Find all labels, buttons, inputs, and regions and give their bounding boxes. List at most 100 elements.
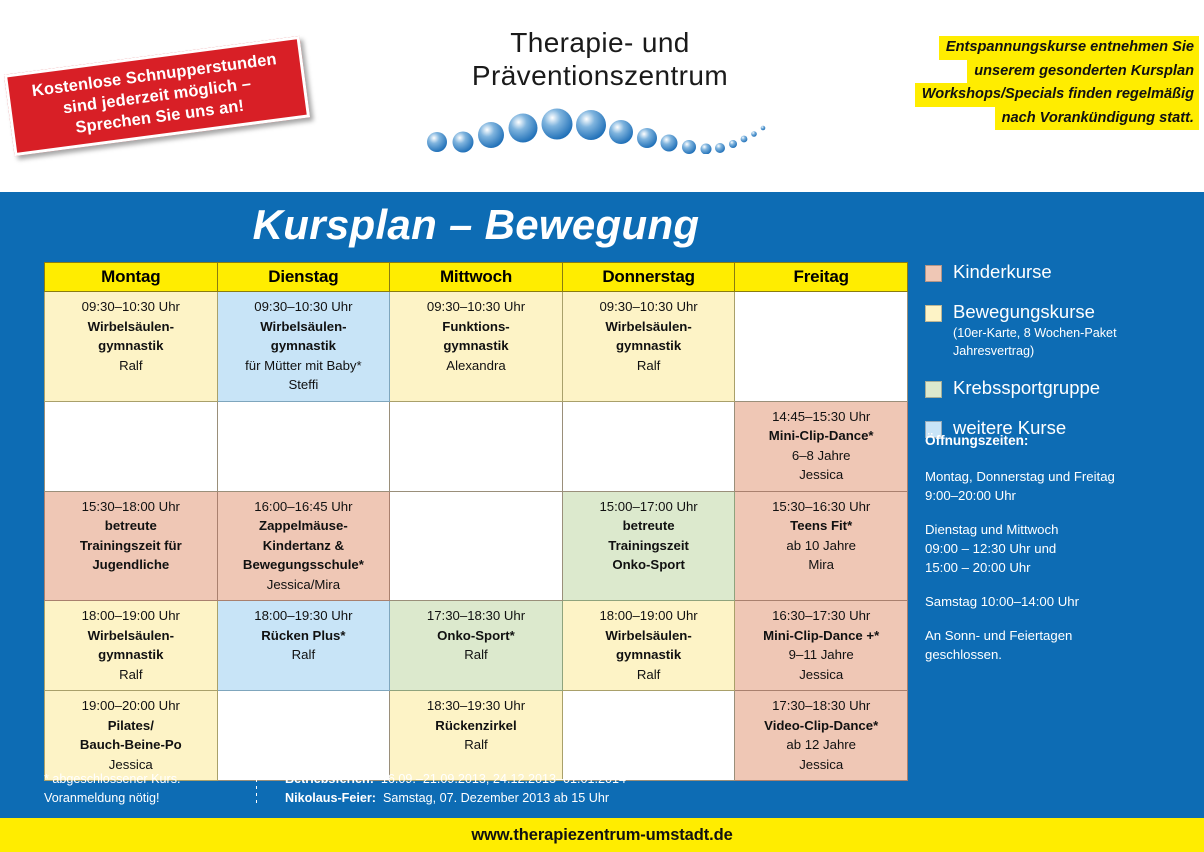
opening-hours-line: geschlossen. [925,647,1002,662]
course-time: 09:30–10:30 Uhr [81,299,180,314]
page-header: Kostenlose Schnupperstunden sind jederzei… [0,0,1204,192]
opening-hours-line: 15:00 – 20:00 Uhr [925,560,1031,575]
course-cell-mittwoch-1[interactable]: 09:30–10:30 Uhr Funktions-gymnastik Alexan… [389,291,563,402]
course-cell-dienstag-2 [216,400,391,492]
course-time: 15:30–18:00 Uhr [81,498,180,514]
course-trainer: Jessica [799,467,844,482]
course-cell-montag-5[interactable]: 19:00–20:00 Uhr Pilates/Bauch-Beine-Po Jes… [44,690,218,781]
promo-banner-text: Kostenlose Schnupperstunden sind jederzei… [31,49,284,144]
course-trainer: Jessica/Mira [266,576,341,592]
course-title: Pilates/ [107,717,154,733]
course-subtitle: 9–11 Jahre [788,647,854,662]
course-time: 19:00–20:00 Uhr [81,698,180,713]
legend-sublabel: Jahresvertrag) [953,344,1035,358]
course-subtitle: für Mütter mit Baby* [245,357,362,373]
course-title: Zappelmäuse- [259,518,348,533]
course-cell-dienstag-3[interactable]: 16:00–16:45 Uhr Zappelmäuse- Kindertanz & B… [216,490,391,601]
course-cell-donnerstag-4[interactable]: 18:00–19:00 Uhr Wirbelsäulen-gymnastik Ral… [561,600,736,691]
legend-swatch-icon [925,265,942,282]
course-title: Trainingszeit [608,537,689,553]
course-cell-dienstag-1[interactable]: 09:30–10:30 Uhr Wirbelsäulen-gymnastik für… [216,291,391,402]
opening-hours-line: 9:00–20:00 Uhr [925,488,1016,503]
course-cell-freitag-5[interactable]: 17:30–18:30 Uhr Video-Clip-Dance* ab 12 Ja… [734,690,908,781]
course-trainer: Ralf [636,666,661,682]
course-cell-donnerstag-3[interactable]: 15:00–17:00 Uhr betreute Trainingszeit Onko… [561,490,736,601]
footnote-asterisk: * abgeschlossener Kurs. Voranmeldung nöti… [44,770,244,808]
course-trainer: Jessica [108,756,153,772]
company-logo: Therapie- und Präventionszentrum [420,26,780,92]
day-header-donnerstag: Donnerstag [561,262,736,292]
logo-line-1: Therapie- und [510,27,690,58]
footnote-date-1: Betriebsferien: 16.09.–21.09.2013, 24.12… [285,772,626,786]
course-cell-montag-4[interactable]: 18:00–19:00 Uhr Wirbelsäulen-gymnastik Ral… [44,600,218,691]
promo-banner: Kostenlose Schnupperstunden sind jederzei… [3,35,311,157]
course-title: Wirbelsäulen- [87,627,174,643]
course-time: 18:30–19:30 Uhr [426,698,526,713]
course-cell-mittwoch-5[interactable]: 18:30–19:30 Uhr Rückenzirkel Ralf [389,690,563,781]
legend-swatch-icon [925,381,942,398]
course-trainer: Ralf [291,647,316,662]
course-time: 15:00–17:00 Uhr [599,498,698,514]
course-time: 14:45–15:30 Uhr [772,408,871,424]
legend: Kinderkurse Bewegungskurse (10er-Karte, 8 … [925,260,1193,456]
yellow-note-line-2: unserem gesonderten Kursplan [967,59,1199,83]
course-cell-freitag-2[interactable]: 14:45–15:30 Uhr Mini-Clip-Dance* 6–8 Jahre… [734,400,908,492]
legend-swatch-icon [925,305,942,322]
course-time: 18:00–19:00 Uhr [81,608,180,623]
course-cell-dienstag-4[interactable]: 18:00–19:30 Uhr Rücken Plus* Ralf [216,600,391,691]
course-title: betreute [104,518,157,533]
footnotes: * abgeschlossener Kurs. Voranmeldung nöti… [44,770,908,808]
legend-sublabel: (10er-Karte, 8 Wochen-Paket [953,326,1117,340]
footnote-divider [256,772,257,806]
course-cell-mittwoch-4[interactable]: 17:30–18:30 Uhr Onko-Sport* Ralf [389,600,563,691]
course-subtitle: ab 10 Jahre [786,537,857,553]
day-header-dienstag: Dienstag [216,262,391,292]
table-header-row: Montag Dienstag Mittwoch Donnerstag Freitag [44,262,908,292]
course-title: Bauch-Beine-Po [79,737,182,752]
legend-label: weitere Kurse [953,417,1067,438]
course-title: betreute [622,518,675,533]
website-url[interactable]: www.therapiezentrum-umstadt.de [471,825,733,844]
course-time: 09:30–10:30 Uhr [426,299,526,314]
footnote-date-label: Betriebsferien: [285,772,374,786]
course-title: gymnastik [615,338,682,353]
course-title: Funktions- [442,318,510,334]
course-time: 09:30–10:30 Uhr [254,299,353,314]
table-row: 15:30–18:00 Uhr betreute Trainingszeit für… [44,490,908,601]
course-trainer: Mira [808,557,835,572]
course-trainer: Alexandra [446,357,506,373]
yellow-note-box: Entspannungskurse entnehmen Sie unserem g… [855,36,1199,130]
course-cell-donnerstag-2 [561,400,736,492]
footnote-date-label: Nikolaus-Feier: [285,791,376,805]
course-title: Mini-Clip-Dance* [768,428,874,443]
course-title: Bewegungsschule* [242,557,364,572]
opening-hours-line: Montag, Donnerstag und Freitag [925,469,1115,484]
course-time: 17:30–18:30 Uhr [426,608,526,623]
yellow-note-line-4: nach Vorankündigung statt. [994,106,1199,130]
legend-item-3: Krebssportgruppe [925,376,1193,400]
opening-hours-line: 09:00 – 12:30 Uhr und [925,541,1057,556]
course-title: Onko-Sport* [437,627,515,643]
course-title: Wirbelsäulen- [260,318,347,334]
course-cell-mittwoch-2 [389,400,563,492]
opening-hours-block-2: Dienstag und Mittwoch 09:00 – 12:30 Uhr u… [925,520,1193,577]
course-title: Video-Clip-Dance* [764,717,879,733]
footnote-line: Voranmeldung nötig! [44,791,160,805]
course-title: Rücken Plus* [261,627,346,643]
blue-spheres-wave-icon [427,108,766,154]
course-cell-montag-1[interactable]: 09:30–10:30 Uhr Wirbelsäulen-gymnastik Ral… [44,291,218,402]
course-cell-freitag-3[interactable]: 15:30–16:30 Uhr Teens Fit* ab 10 Jahre Mira [734,490,908,601]
table-row: 18:00–19:00 Uhr Wirbelsäulen-gymnastik Ral… [44,600,908,691]
table-row: 14:45–15:30 Uhr Mini-Clip-Dance* 6–8 Jahre… [44,400,908,492]
course-title: Rückenzirkel [435,717,517,733]
course-cell-montag-3[interactable]: 15:30–18:00 Uhr betreute Trainingszeit für… [44,490,218,601]
course-cell-freitag-4[interactable]: 16:30–17:30 Uhr Mini-Clip-Dance +* 9–11 Ja… [734,600,908,691]
course-cell-mittwoch-3 [389,490,563,601]
table-row: 19:00–20:00 Uhr Pilates/Bauch-Beine-Po Jes… [44,690,908,781]
legend-label: Krebssportgruppe [953,377,1101,398]
footnote-dates: Betriebsferien: 16.09.–21.09.2013, 24.12… [285,770,626,808]
yellow-note-line-1: Entspannungskurse entnehmen Sie [938,36,1199,60]
legend-item-2: Bewegungskurse (10er-Karte, 8 Wochen-Pake… [925,300,1193,360]
course-cell-donnerstag-1[interactable]: 09:30–10:30 Uhr Wirbelsäulen-gymnastik Ral… [561,291,736,402]
footnote-date-2: Nikolaus-Feier: Samstag, 07. Dezember 20… [285,791,610,805]
